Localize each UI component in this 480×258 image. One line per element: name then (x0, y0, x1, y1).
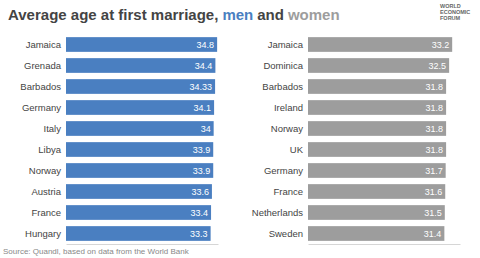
title: Average age at first marriage,menandwome… (8, 6, 340, 23)
data-label: 33.9 (193, 145, 211, 155)
source: Source: Quandl, based on data from the W… (3, 247, 190, 256)
tick: Ireland (274, 102, 308, 113)
tick: Grenada (24, 60, 66, 71)
title-series: men (222, 6, 253, 23)
tick-label: Libya (38, 144, 61, 155)
tick: Germany (22, 102, 66, 113)
data-label: 31.6 (425, 187, 443, 197)
data-label: 32.5 (429, 61, 447, 71)
tick-label: Italy (44, 123, 62, 134)
bar (308, 37, 452, 52)
tick: Austria (31, 186, 66, 197)
tick-label: Sweden (269, 228, 303, 239)
bar (66, 184, 212, 199)
bar (66, 226, 211, 241)
tick: Hungary (25, 228, 66, 239)
category-axis: Jamaica Dominica Barbados Ireland Norway UK Ge… (252, 39, 308, 239)
value-axis (67, 244, 219, 245)
data-label: 31.8 (426, 82, 444, 92)
tick-label: Barbados (262, 81, 303, 92)
axis-line (67, 244, 219, 245)
data-label: 31.8 (426, 145, 444, 155)
bar (66, 163, 213, 178)
tick-label: Jamaica (268, 39, 304, 50)
data-label: 31.7 (425, 166, 443, 176)
bar (66, 205, 211, 220)
bar (66, 79, 215, 94)
tick-label: UK (290, 144, 304, 155)
tick-label: Ireland (274, 102, 303, 113)
tick: France (31, 207, 66, 218)
data-label: 33.6 (191, 187, 209, 197)
tick-label: Dominica (263, 60, 303, 71)
tick: Norway (29, 165, 66, 176)
logo: WORLDECONOMICFORUM (440, 3, 470, 21)
tick-label: Barbados (20, 81, 61, 92)
title-series: women (287, 6, 340, 23)
tick-label: Grenada (24, 60, 62, 71)
bars (308, 37, 452, 241)
title-text: Average age at first marriage, (8, 6, 218, 23)
tick-label: Hungary (25, 228, 61, 239)
bar (66, 100, 214, 115)
bar (308, 184, 445, 199)
title-joiner: and (257, 6, 284, 23)
data-label: 31.5 (424, 208, 442, 218)
tick-label: Germany (264, 165, 303, 176)
data-label: 34 (201, 124, 211, 134)
tick: Sweden (269, 228, 308, 239)
tick: Jamaica (268, 39, 308, 50)
data-label: 34.8 (197, 40, 215, 50)
tick: Norway (271, 123, 308, 134)
tick: France (273, 186, 308, 197)
data-label: 33.3 (190, 229, 208, 239)
tick: Barbados (20, 81, 66, 92)
tick-label: Netherlands (252, 207, 303, 218)
bar (308, 163, 446, 178)
logo-text: FORUM (440, 15, 461, 21)
bar (308, 121, 446, 136)
tick: Dominica (263, 60, 308, 71)
tick: UK (290, 144, 308, 155)
tick-label: France (273, 186, 303, 197)
bar (308, 226, 444, 241)
tick: Netherlands (252, 207, 308, 218)
bar (66, 121, 214, 136)
tick-label: Austria (31, 186, 61, 197)
tick-label: Norway (271, 123, 303, 134)
tick-label: Norway (29, 165, 61, 176)
chart: Average age at first marriage,menandwome… (0, 0, 480, 258)
data-label: 31.8 (426, 124, 444, 134)
data-label: 31.4 (424, 229, 442, 239)
data-label: 34.4 (195, 61, 213, 71)
axis-line (309, 244, 461, 245)
bar (308, 100, 446, 115)
bar (308, 142, 446, 157)
tick: Italy (44, 123, 66, 134)
tick-label: Jamaica (26, 39, 62, 50)
tick: Libya (38, 144, 66, 155)
tick-label: Germany (22, 102, 61, 113)
panel: 33.2 32.5 31.8 31.8 31.8 31.8 31.7 31.6 31.5 31.4… (252, 37, 461, 244)
tick: Barbados (262, 81, 308, 92)
category-axis: Jamaica Grenada Barbados Germany Italy Libya N… (20, 39, 66, 239)
data-label: 34.1 (194, 103, 212, 113)
data-label: 33.4 (191, 208, 209, 218)
bar (66, 142, 213, 157)
bar (308, 58, 449, 73)
tick-label: France (31, 207, 61, 218)
bar (308, 79, 446, 94)
value-axis (309, 244, 461, 245)
data-label: 33.9 (193, 166, 211, 176)
tick: Jamaica (26, 39, 66, 50)
data-label: 34.33 (190, 82, 213, 92)
tick: Germany (264, 165, 308, 176)
bar (66, 58, 215, 73)
data-label: 33.2 (432, 40, 450, 50)
data-label: 31.8 (426, 103, 444, 113)
bars (66, 37, 217, 241)
panel: 34.8 34.4 34.33 34.1 34 33.9 33.9 33.6 33.4 33.3 J… (20, 37, 218, 244)
bar (66, 37, 217, 52)
bar (308, 205, 445, 220)
